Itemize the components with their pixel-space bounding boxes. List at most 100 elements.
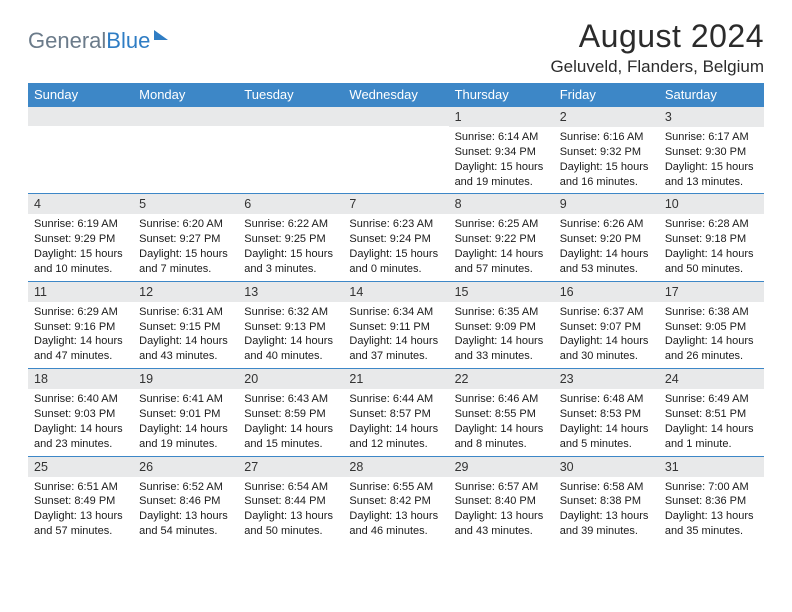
sunset-text: Sunset: 9:32 PM — [560, 145, 653, 160]
day-cell: 15Sunrise: 6:35 AMSunset: 9:09 PMDayligh… — [449, 282, 554, 368]
day-cell: 22Sunrise: 6:46 AMSunset: 8:55 PMDayligh… — [449, 369, 554, 455]
day-cell: 1Sunrise: 6:14 AMSunset: 9:34 PMDaylight… — [449, 107, 554, 193]
day-cell: 26Sunrise: 6:52 AMSunset: 8:46 PMDayligh… — [133, 457, 238, 543]
sunrise-text: Sunrise: 6:31 AM — [139, 305, 232, 320]
day-number: 22 — [449, 369, 554, 389]
daylight-text-2: and 53 minutes. — [560, 262, 653, 277]
daylight-text-2: and 57 minutes. — [455, 262, 548, 277]
day-body: Sunrise: 6:29 AMSunset: 9:16 PMDaylight:… — [28, 302, 133, 368]
day-body: Sunrise: 6:38 AMSunset: 9:05 PMDaylight:… — [659, 302, 764, 368]
day-number: 15 — [449, 282, 554, 302]
daylight-text-1: Daylight: 14 hours — [34, 422, 127, 437]
day-cell: 19Sunrise: 6:41 AMSunset: 9:01 PMDayligh… — [133, 369, 238, 455]
daylight-text-1: Daylight: 14 hours — [139, 334, 232, 349]
day-number: 8 — [449, 194, 554, 214]
day-body: Sunrise: 6:48 AMSunset: 8:53 PMDaylight:… — [554, 389, 659, 455]
day-cell: 2Sunrise: 6:16 AMSunset: 9:32 PMDaylight… — [554, 107, 659, 193]
sunset-text: Sunset: 9:25 PM — [244, 232, 337, 247]
day-number: 6 — [238, 194, 343, 214]
daylight-text-2: and 47 minutes. — [34, 349, 127, 364]
daylight-text-1: Daylight: 14 hours — [455, 422, 548, 437]
sunset-text: Sunset: 9:16 PM — [34, 320, 127, 335]
sunrise-text: Sunrise: 6:51 AM — [34, 480, 127, 495]
day-cell: 9Sunrise: 6:26 AMSunset: 9:20 PMDaylight… — [554, 194, 659, 280]
sunrise-text: Sunrise: 6:38 AM — [665, 305, 758, 320]
day-number: 12 — [133, 282, 238, 302]
day-number: 7 — [343, 194, 448, 214]
daylight-text-1: Daylight: 15 hours — [139, 247, 232, 262]
sunrise-text: Sunrise: 6:20 AM — [139, 217, 232, 232]
day-cell — [133, 107, 238, 193]
day-cell: 21Sunrise: 6:44 AMSunset: 8:57 PMDayligh… — [343, 369, 448, 455]
day-body — [133, 126, 238, 133]
day-cell: 17Sunrise: 6:38 AMSunset: 9:05 PMDayligh… — [659, 282, 764, 368]
weekday-thursday: Thursday — [449, 83, 554, 107]
week-row: 11Sunrise: 6:29 AMSunset: 9:16 PMDayligh… — [28, 282, 764, 369]
daylight-text-1: Daylight: 13 hours — [34, 509, 127, 524]
day-cell: 18Sunrise: 6:40 AMSunset: 9:03 PMDayligh… — [28, 369, 133, 455]
day-number: 25 — [28, 457, 133, 477]
day-number: 9 — [554, 194, 659, 214]
day-body: Sunrise: 6:28 AMSunset: 9:18 PMDaylight:… — [659, 214, 764, 280]
day-number: 14 — [343, 282, 448, 302]
daylight-text-1: Daylight: 14 hours — [560, 334, 653, 349]
daylight-text-1: Daylight: 15 hours — [455, 160, 548, 175]
day-body: Sunrise: 6:54 AMSunset: 8:44 PMDaylight:… — [238, 477, 343, 543]
sunrise-text: Sunrise: 6:14 AM — [455, 130, 548, 145]
day-cell: 29Sunrise: 6:57 AMSunset: 8:40 PMDayligh… — [449, 457, 554, 543]
sunset-text: Sunset: 8:59 PM — [244, 407, 337, 422]
day-cell: 4Sunrise: 6:19 AMSunset: 9:29 PMDaylight… — [28, 194, 133, 280]
daylight-text-1: Daylight: 14 hours — [665, 247, 758, 262]
brand-general: General — [28, 28, 106, 53]
weekday-wednesday: Wednesday — [343, 83, 448, 107]
calendar-page: GeneralBlue August 2024 Geluveld, Flande… — [0, 0, 792, 553]
day-cell: 7Sunrise: 6:23 AMSunset: 9:24 PMDaylight… — [343, 194, 448, 280]
daylight-text-1: Daylight: 14 hours — [244, 422, 337, 437]
day-number: 2 — [554, 107, 659, 127]
sunrise-text: Sunrise: 6:22 AM — [244, 217, 337, 232]
day-body — [343, 126, 448, 133]
day-body: Sunrise: 6:34 AMSunset: 9:11 PMDaylight:… — [343, 302, 448, 368]
daylight-text-2: and 50 minutes. — [665, 262, 758, 277]
day-body: Sunrise: 6:49 AMSunset: 8:51 PMDaylight:… — [659, 389, 764, 455]
day-number — [343, 107, 448, 126]
daylight-text-2: and 26 minutes. — [665, 349, 758, 364]
day-number: 4 — [28, 194, 133, 214]
sunrise-text: Sunrise: 6:23 AM — [349, 217, 442, 232]
sunset-text: Sunset: 9:20 PM — [560, 232, 653, 247]
day-number: 31 — [659, 457, 764, 477]
day-body: Sunrise: 6:26 AMSunset: 9:20 PMDaylight:… — [554, 214, 659, 280]
day-body: Sunrise: 6:25 AMSunset: 9:22 PMDaylight:… — [449, 214, 554, 280]
sunrise-text: Sunrise: 6:26 AM — [560, 217, 653, 232]
page-header: GeneralBlue August 2024 Geluveld, Flande… — [28, 18, 764, 77]
day-number: 16 — [554, 282, 659, 302]
day-body: Sunrise: 6:46 AMSunset: 8:55 PMDaylight:… — [449, 389, 554, 455]
day-number — [133, 107, 238, 126]
sunrise-text: Sunrise: 6:35 AM — [455, 305, 548, 320]
triangle-icon — [154, 30, 168, 40]
day-number: 11 — [28, 282, 133, 302]
location-label: Geluveld, Flanders, Belgium — [550, 57, 764, 77]
daylight-text-1: Daylight: 14 hours — [244, 334, 337, 349]
daylight-text-2: and 30 minutes. — [560, 349, 653, 364]
daylight-text-2: and 5 minutes. — [560, 437, 653, 452]
day-number — [238, 107, 343, 126]
sunrise-text: Sunrise: 6:28 AM — [665, 217, 758, 232]
sunrise-text: Sunrise: 6:40 AM — [34, 392, 127, 407]
daylight-text-1: Daylight: 14 hours — [560, 422, 653, 437]
daylight-text-1: Daylight: 15 hours — [244, 247, 337, 262]
daylight-text-2: and 35 minutes. — [665, 524, 758, 539]
sunset-text: Sunset: 8:46 PM — [139, 494, 232, 509]
daylight-text-2: and 13 minutes. — [665, 175, 758, 190]
day-cell: 20Sunrise: 6:43 AMSunset: 8:59 PMDayligh… — [238, 369, 343, 455]
daylight-text-2: and 43 minutes. — [455, 524, 548, 539]
day-cell: 3Sunrise: 6:17 AMSunset: 9:30 PMDaylight… — [659, 107, 764, 193]
day-cell: 12Sunrise: 6:31 AMSunset: 9:15 PMDayligh… — [133, 282, 238, 368]
daylight-text-2: and 1 minute. — [665, 437, 758, 452]
daylight-text-2: and 10 minutes. — [34, 262, 127, 277]
day-body: Sunrise: 6:52 AMSunset: 8:46 PMDaylight:… — [133, 477, 238, 543]
day-number: 30 — [554, 457, 659, 477]
daylight-text-1: Daylight: 13 hours — [244, 509, 337, 524]
title-block: August 2024 Geluveld, Flanders, Belgium — [550, 18, 764, 77]
daylight-text-1: Daylight: 13 hours — [349, 509, 442, 524]
